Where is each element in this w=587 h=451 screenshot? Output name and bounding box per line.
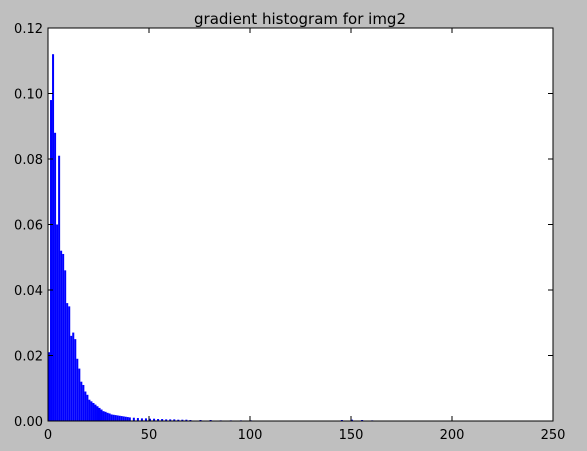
histogram-bar xyxy=(52,54,55,421)
histogram-bar xyxy=(104,411,107,421)
histogram-bar xyxy=(173,419,176,421)
histogram-bar xyxy=(118,415,121,421)
histogram-bar xyxy=(185,419,188,421)
histogram-bar xyxy=(98,407,101,421)
histogram-bar xyxy=(56,224,59,421)
y-tick-label: 0.04 xyxy=(14,284,43,299)
histogram-bar xyxy=(128,417,131,421)
histogram-bar xyxy=(68,306,71,421)
histogram-bar xyxy=(54,132,57,422)
x-tick-label: 200 xyxy=(440,428,465,443)
y-tick-label: 0.12 xyxy=(14,22,43,37)
y-tick-label: 0.06 xyxy=(14,219,43,234)
histogram-bar xyxy=(78,368,81,421)
histogram-bar xyxy=(92,402,95,421)
histogram-bar xyxy=(74,339,77,421)
histogram-bar xyxy=(96,406,99,421)
x-tick-label: 150 xyxy=(339,428,364,443)
histogram-bar xyxy=(48,352,51,421)
histogram-bar xyxy=(122,416,125,421)
histogram-bar xyxy=(108,413,111,421)
histogram-bar xyxy=(88,399,91,421)
histogram-bar xyxy=(161,419,164,421)
y-tick-label: 0.02 xyxy=(14,350,43,365)
bars-group xyxy=(48,54,374,422)
histogram-bar xyxy=(144,418,147,421)
chart-title: gradient histogram for img2 xyxy=(194,10,406,28)
histogram-bar xyxy=(132,417,135,421)
y-tick-label: 0.08 xyxy=(14,153,43,168)
histogram-bar xyxy=(62,253,65,421)
histogram-bar xyxy=(153,418,156,421)
histogram-bar xyxy=(106,412,109,421)
histogram-bar xyxy=(60,250,63,421)
histogram-bar xyxy=(76,358,79,421)
histogram-bar xyxy=(82,384,85,421)
histogram-bar xyxy=(157,419,160,421)
histogram-bar xyxy=(124,416,127,421)
histogram-bar xyxy=(66,303,69,421)
y-tick-labels: 0.00 0.02 0.04 0.06 0.08 0.10 0.12 xyxy=(14,22,43,430)
histogram-bar xyxy=(120,416,123,421)
histogram-bar xyxy=(114,415,117,421)
histogram-bar xyxy=(181,419,184,421)
histogram-bar xyxy=(100,409,103,421)
histogram-bar xyxy=(165,419,168,421)
histogram-bar xyxy=(351,419,354,421)
histogram-bar xyxy=(102,411,105,421)
plot-frame xyxy=(47,27,554,422)
histogram-bar xyxy=(140,418,143,421)
y-tick-label: 0.10 xyxy=(14,88,43,103)
histogram-bar xyxy=(80,381,83,421)
histogram-bar xyxy=(58,155,61,421)
histogram-bar xyxy=(177,419,180,421)
plot-area xyxy=(48,28,553,421)
x-tick-label: 0 xyxy=(44,428,52,443)
histogram-bar xyxy=(84,391,87,421)
y-tick-label: 0.00 xyxy=(14,415,43,430)
histogram-bar xyxy=(116,415,119,421)
histogram-bar xyxy=(112,414,115,421)
histogram-bar xyxy=(64,270,67,421)
histogram-bar xyxy=(90,401,93,421)
histogram-bar xyxy=(72,332,75,421)
histogram-bar xyxy=(136,418,139,421)
x-tick-label: 250 xyxy=(541,428,566,443)
histogram-bar xyxy=(70,335,73,421)
x-tick-label: 50 xyxy=(141,428,158,443)
histogram-bar xyxy=(86,394,89,421)
histogram-bar xyxy=(126,417,129,421)
histogram-bar xyxy=(110,414,113,421)
histogram-bar xyxy=(169,419,172,421)
histogram-bar xyxy=(50,100,53,422)
x-tick-labels: 0 50 100 150 200 250 xyxy=(44,428,566,443)
histogram-bar xyxy=(94,404,97,421)
histogram-bar xyxy=(149,418,152,421)
x-tick-label: 100 xyxy=(238,428,263,443)
